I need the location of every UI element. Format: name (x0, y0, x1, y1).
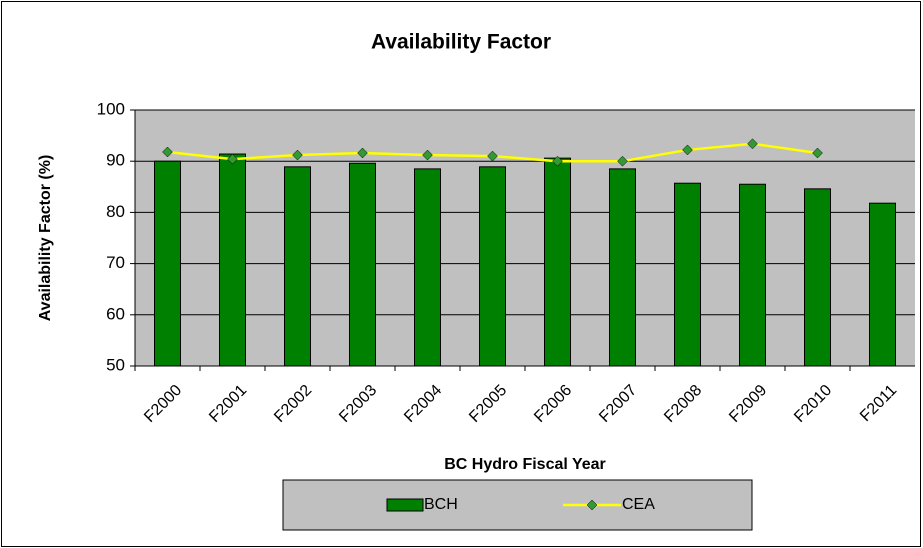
bar (609, 168, 636, 367)
legend-swatch (386, 498, 424, 512)
y-tick-label: 90 (106, 151, 125, 170)
marker (162, 146, 173, 158)
y-axis-label: Availability Factor (%) (37, 155, 54, 322)
y-tick-label: 100 (97, 99, 125, 118)
bar (739, 183, 766, 367)
marker (292, 149, 303, 161)
legend-label: BCH (424, 496, 458, 513)
bar (674, 182, 701, 367)
bar (349, 162, 376, 367)
bar (414, 168, 441, 367)
y-tick-label: 60 (106, 304, 125, 323)
bar (154, 160, 181, 367)
legend (282, 479, 753, 531)
marker (357, 147, 368, 159)
marker (617, 155, 628, 167)
marker (812, 147, 823, 159)
marker (422, 149, 433, 161)
marker (552, 155, 563, 167)
bar (869, 202, 896, 367)
legend-marker (586, 499, 598, 511)
bar (804, 188, 831, 367)
y-tick-label: 80 (106, 202, 125, 221)
y-tick-label: 70 (106, 253, 125, 272)
y-tick-label: 50 (106, 355, 125, 374)
x-axis-label: BC Hydro Fiscal Year (444, 456, 606, 473)
marker (682, 144, 693, 156)
marker (227, 153, 238, 165)
bar (284, 166, 311, 367)
bar (479, 166, 506, 367)
plot-area (135, 110, 915, 366)
legend-label: CEA (622, 496, 655, 513)
chart-title: Availability Factor (371, 31, 551, 54)
bar (544, 157, 571, 367)
bar (219, 153, 246, 367)
marker (747, 138, 758, 150)
marker (487, 150, 498, 162)
